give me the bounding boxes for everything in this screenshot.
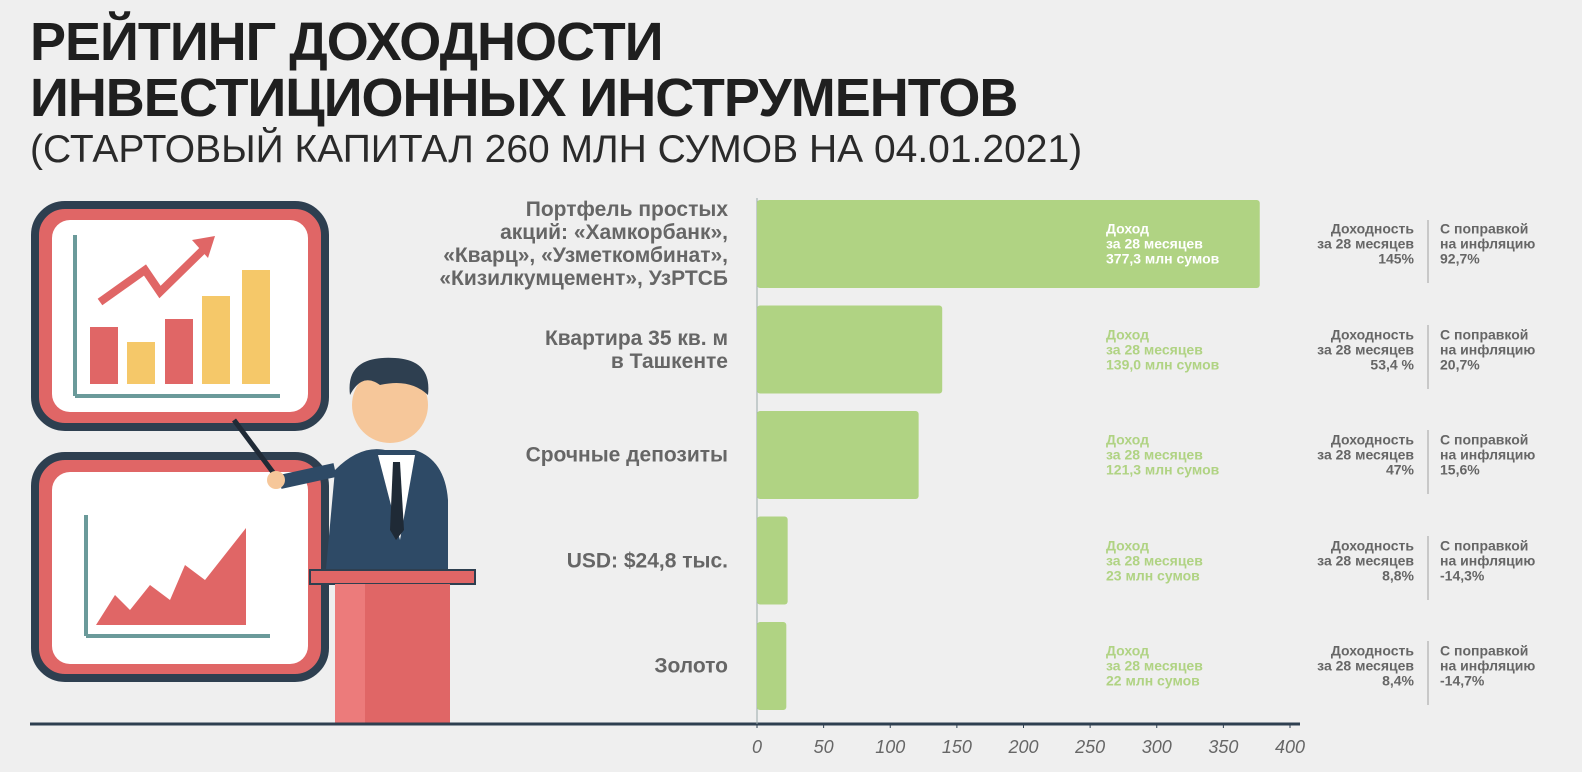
category-label: USD: $24,8 тыс. bbox=[566, 549, 728, 572]
inflation-heading: С поправкой на инфляцию bbox=[1440, 220, 1536, 252]
return-block: Доходность за 28 месяцев 53,4 % bbox=[1317, 327, 1414, 372]
return-heading: Доходность за 28 месяцев bbox=[1317, 431, 1414, 463]
category-label: Срочные депозиты bbox=[525, 443, 728, 467]
illustration bbox=[30, 201, 1429, 726]
return-block: Доходность за 28 месяцев 145% bbox=[1317, 220, 1414, 267]
inflation-block: С поправкой на инфляцию 92,7% bbox=[1440, 220, 1536, 267]
inflation-heading: С поправкой на инфляцию bbox=[1440, 326, 1536, 357]
return-block: Доходность за 28 месяцев 8,4% bbox=[1317, 642, 1414, 689]
x-tick-label: 300 bbox=[1141, 737, 1172, 757]
inflation-block: С поправкой на инфляцию -14,7% bbox=[1440, 642, 1536, 689]
value-label-heading: Доход за 28 месяцев bbox=[1106, 431, 1203, 463]
return-heading: Доходность за 28 месяцев bbox=[1317, 220, 1414, 252]
inflation-value: 92,7% bbox=[1440, 250, 1480, 267]
value-label-block: Доход за 28 месяцев 22 млн сумов bbox=[1106, 642, 1203, 689]
return-value: 145% bbox=[1378, 250, 1414, 267]
value-label: 23 млн сумов bbox=[1106, 567, 1200, 583]
inflation-value: -14,7% bbox=[1440, 672, 1485, 689]
return-block: Доходность за 28 месяцев 8,8% bbox=[1317, 538, 1414, 583]
return-heading: Доходность за 28 месяцев bbox=[1317, 642, 1414, 674]
inflation-block: С поправкой на инфляцию 20,7% bbox=[1440, 327, 1535, 372]
value-label-heading: Доход за 28 месяцев bbox=[1106, 642, 1203, 674]
value-label: 377,3 млн сумов bbox=[1106, 250, 1220, 267]
x-tick-label: 50 bbox=[813, 737, 834, 757]
value-label: 121,3 млн сумов bbox=[1106, 461, 1220, 478]
inflation-value: -14,3% bbox=[1440, 567, 1485, 583]
value-label: 139,0 млн сумов bbox=[1106, 356, 1220, 372]
return-block: Доходность за 28 месяцев 47% bbox=[1317, 431, 1414, 478]
inflation-block: С поправкой на инфляцию 15,6% bbox=[1440, 431, 1536, 478]
bar bbox=[757, 411, 919, 499]
return-value: 8,8% bbox=[1382, 567, 1414, 583]
value-label-heading: Доход за 28 месяцев bbox=[1106, 537, 1203, 568]
inflation-heading: С поправкой на инфляцию bbox=[1440, 537, 1536, 568]
x-tick-label: 250 bbox=[1075, 737, 1106, 757]
value-label: 22 млн сумов bbox=[1106, 672, 1200, 689]
x-tick-label: 100 bbox=[875, 737, 906, 757]
return-value: 8,4% bbox=[1382, 672, 1414, 689]
category-label: Золото bbox=[654, 654, 728, 678]
inflation-value: 15,6% bbox=[1440, 461, 1480, 478]
category-label: Квартира 35 кв. м в Ташкенте bbox=[544, 326, 728, 373]
inflation-value: 20,7% bbox=[1440, 356, 1480, 372]
bar bbox=[757, 622, 787, 710]
category-label: Портфель простых акций: «Хамкорбанк», «К… bbox=[439, 198, 728, 290]
bar bbox=[757, 305, 943, 394]
inflation-heading: С поправкой на инфляцию bbox=[1440, 642, 1536, 674]
title: РЕЙТИНГ ДОХОДНОСТИ ИНВЕСТИЦИОННЫХ ИНСТРУ… bbox=[30, 12, 1018, 128]
bar bbox=[757, 516, 788, 605]
x-tick-label: 150 bbox=[941, 737, 972, 757]
value-label-block: Доход за 28 месяцев 23 млн сумов bbox=[1106, 538, 1203, 583]
inflation-heading: С поправкой на инфляцию bbox=[1440, 431, 1536, 463]
value-label-block: Доход за 28 месяцев 139,0 млн сумов bbox=[1106, 327, 1219, 372]
return-value: 47% bbox=[1385, 461, 1414, 478]
bar bbox=[757, 200, 1260, 288]
subtitle: (СТАРТОВЫЙ КАПИТАЛ 260 МЛН СУМОВ НА 04.0… bbox=[30, 128, 1083, 171]
x-tick-label: 200 bbox=[1008, 737, 1039, 757]
return-heading: Доходность за 28 месяцев bbox=[1317, 537, 1414, 568]
value-label-heading: Доход за 28 месяцев bbox=[1106, 326, 1203, 357]
inflation-block: С поправкой на инфляцию -14,3% bbox=[1440, 538, 1535, 583]
return-heading: Доходность за 28 месяцев bbox=[1317, 326, 1414, 357]
return-value: 53,4 % bbox=[1370, 356, 1414, 372]
value-label-heading: Доход за 28 месяцев bbox=[1106, 220, 1203, 252]
value-label-block: Доход за 28 месяцев 121,3 млн сумов bbox=[1106, 431, 1220, 478]
x-tick-label: 400 bbox=[1274, 737, 1306, 757]
x-tick-label: 0 bbox=[751, 737, 763, 757]
value-label-block: Доход за 28 месяцев 377,3 млн сумов bbox=[1106, 220, 1220, 267]
x-tick-label: 350 bbox=[1208, 737, 1239, 757]
